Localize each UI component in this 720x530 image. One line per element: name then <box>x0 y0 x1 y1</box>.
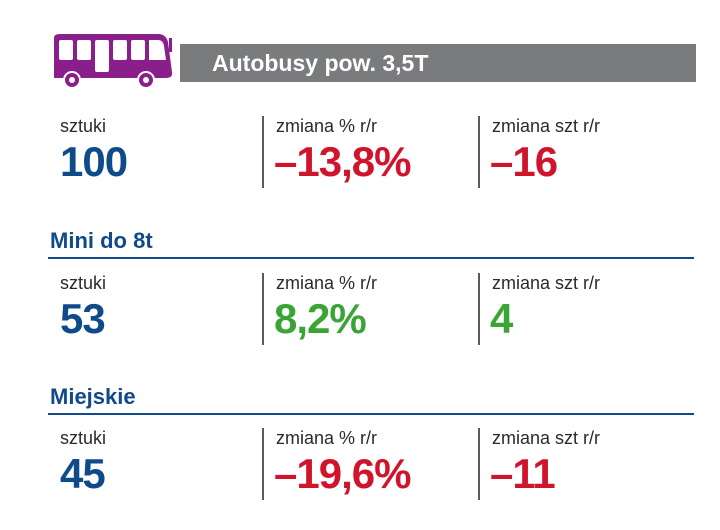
stat-value: –11 <box>490 450 556 497</box>
stat-value: –19,6% <box>274 450 411 497</box>
header-bar: Autobusy pow. 3,5T <box>180 44 696 82</box>
stat-label: zmiana szt r/r <box>492 273 601 293</box>
stat-label: zmiana szt r/r <box>492 116 601 136</box>
stat-value: –16 <box>490 138 558 185</box>
section-title-mini: Mini do 8t <box>50 228 153 253</box>
stats-row-miejskie: sztuki 45 zmiana % r/r –19,6% zmiana szt… <box>48 428 694 508</box>
header-title: Autobusy pow. 3,5T <box>212 50 429 76</box>
stat-value: 100 <box>60 138 128 185</box>
stat-label: sztuki <box>60 116 107 136</box>
stat-label: zmiana szt r/r <box>492 428 601 448</box>
column-divider <box>478 273 480 345</box>
stat-value: 8,2% <box>274 295 367 342</box>
column-divider <box>478 116 480 188</box>
section-rule <box>48 413 694 415</box>
stat-change-units: zmiana szt r/r –11 <box>480 428 694 508</box>
section-title-miejskie: Miejskie <box>50 384 136 409</box>
stat-change-percent: zmiana % r/r –13,8% <box>264 116 476 196</box>
stat-units: sztuki 100 <box>60 116 250 196</box>
bus-icon <box>54 34 173 89</box>
stat-change-percent: zmiana % r/r –19,6% <box>264 428 476 508</box>
stat-label: sztuki <box>60 428 107 448</box>
stat-value: 4 <box>490 295 513 342</box>
stat-value: 45 <box>60 450 106 497</box>
column-divider <box>262 428 264 500</box>
stat-value: –13,8% <box>274 138 411 185</box>
stats-row-mini: sztuki 53 zmiana % r/r 8,2% zmiana szt r… <box>48 273 694 353</box>
stat-label: zmiana % r/r <box>276 428 378 448</box>
stat-label: zmiana % r/r <box>276 273 378 293</box>
column-divider <box>262 273 264 345</box>
column-divider <box>262 116 264 188</box>
stat-label: sztuki <box>60 273 107 293</box>
stat-change-units: zmiana szt r/r 4 <box>480 273 694 353</box>
section-rule <box>48 257 694 259</box>
stat-units: sztuki 45 <box>60 428 250 508</box>
column-divider <box>478 428 480 500</box>
header: Autobusy pow. 3,5T <box>48 28 696 89</box>
stats-row-autobusy: sztuki 100 zmiana % r/r –13,8% zmiana sz… <box>48 116 694 196</box>
stat-value: 53 <box>60 295 106 342</box>
stat-change-units: zmiana szt r/r –16 <box>480 116 694 196</box>
stat-units: sztuki 53 <box>60 273 250 353</box>
stat-label: zmiana % r/r <box>276 116 378 136</box>
stat-change-percent: zmiana % r/r 8,2% <box>264 273 476 353</box>
